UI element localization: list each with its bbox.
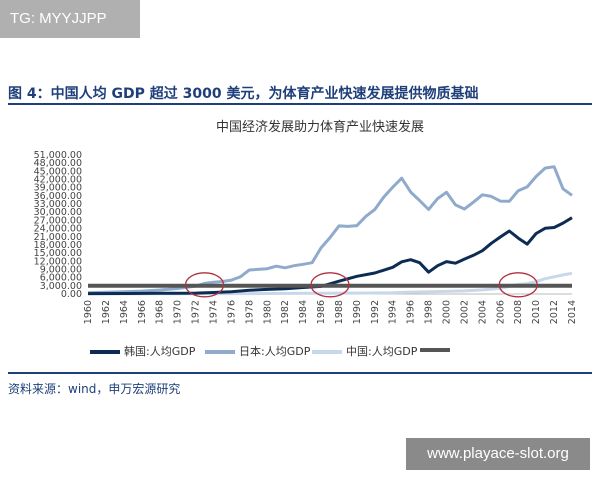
figure-title: 图 4：中国人均 GDP 超过 3000 美元，为体育产业快速发展提供物质基础 — [8, 86, 479, 102]
y-tick-label: 3,000.00 — [40, 281, 82, 292]
x-tick-label: 1996 — [406, 300, 417, 324]
highlight-ellipse — [498, 272, 538, 298]
x-tick-label: 2000 — [442, 300, 453, 324]
x-tick-label: 2010 — [531, 300, 542, 324]
legend-swatch — [205, 350, 235, 354]
legend-item: 中国:人均GDP — [312, 343, 417, 359]
x-tick-label: 1974 — [208, 300, 219, 324]
japan-series-line — [87, 165, 573, 295]
x-tick-label: 1962 — [101, 300, 112, 324]
tag-label: TG: MYYJJPP — [0, 0, 140, 38]
legend-label: 韩国:人均GDP — [124, 345, 196, 358]
y-tick-label: 51,000.00 — [34, 150, 82, 161]
y-tick-label: 9,000.00 — [40, 264, 82, 275]
source-divider — [8, 372, 592, 374]
legend-label: 中国:人均GDP — [346, 345, 418, 358]
x-tick-label: 1960 — [83, 300, 94, 324]
y-tick-label: 0.00 — [61, 289, 82, 300]
watermark: www.playace-slot.org — [406, 438, 590, 470]
legend-item: 韩国:人均GDP — [90, 343, 195, 359]
highlight-ellipse — [310, 272, 350, 298]
legend-swatch — [312, 350, 342, 354]
y-tick-label: 36,000.00 — [34, 191, 82, 202]
korea-series-line — [87, 216, 573, 296]
legend-item — [420, 343, 454, 356]
x-tick-label: 1986 — [316, 300, 327, 324]
legend-swatch — [90, 350, 120, 354]
x-tick-label: 1982 — [280, 300, 291, 324]
y-tick-label: 42,000.00 — [34, 175, 82, 186]
x-tick-label: 2012 — [549, 300, 560, 324]
x-tick-label: 2014 — [567, 300, 578, 324]
line-chart: 中国经济发展助力体育产业快速发展 0.003,000.006,000.009,00… — [34, 119, 578, 324]
y-tick-label: 6,000.00 — [40, 273, 82, 284]
china-series-line — [87, 271, 573, 296]
y-tick-label: 24,000.00 — [34, 224, 82, 235]
legend-swatch — [420, 348, 450, 352]
x-tick-label: 1968 — [155, 300, 166, 324]
legend-item: 日本:人均GDP — [205, 343, 310, 359]
y-tick-label: 48,000.00 — [34, 158, 82, 169]
x-tick-label: 2008 — [513, 300, 524, 324]
x-tick-label: 1992 — [370, 300, 381, 324]
y-tick-label: 45,000.00 — [34, 166, 82, 177]
y-tick-label: 15,000.00 — [34, 248, 82, 259]
x-tick-label: 1976 — [226, 300, 237, 324]
legend-label: 日本:人均GDP — [239, 345, 311, 358]
x-tick-label: 1984 — [298, 300, 309, 324]
x-tick-label: 2006 — [495, 300, 506, 324]
y-tick-label: 30,000.00 — [34, 207, 82, 218]
x-tick-label: 1980 — [262, 300, 273, 324]
x-tick-label: 1998 — [424, 300, 435, 324]
y-tick-label: 33,000.00 — [34, 199, 82, 210]
x-tick-label: 1964 — [119, 300, 130, 324]
x-tick-label: 1966 — [137, 300, 148, 324]
x-tick-label: 1970 — [173, 300, 184, 324]
y-tick-label: 12,000.00 — [34, 256, 82, 267]
x-tick-label: 1990 — [352, 300, 363, 324]
x-tick-label: 2004 — [477, 300, 488, 324]
highlight-ellipse — [184, 272, 225, 298]
x-tick-label: 1972 — [191, 300, 202, 324]
y-tick-label: 21,000.00 — [34, 232, 82, 243]
source-note: 资料来源：wind，申万宏源研究 — [8, 382, 181, 396]
x-tick-label: 1978 — [244, 300, 255, 324]
x-tick-label: 1988 — [334, 300, 345, 324]
x-tick-label: 2002 — [459, 300, 470, 324]
chart-title: 中国经济发展助力体育产业快速发展 — [216, 119, 424, 135]
y-tick-label: 27,000.00 — [34, 215, 82, 226]
y-tick-label: 18,000.00 — [34, 240, 82, 251]
title-divider — [8, 103, 592, 105]
x-tick-label: 1994 — [388, 300, 399, 324]
y-tick-label: 39,000.00 — [34, 183, 82, 194]
